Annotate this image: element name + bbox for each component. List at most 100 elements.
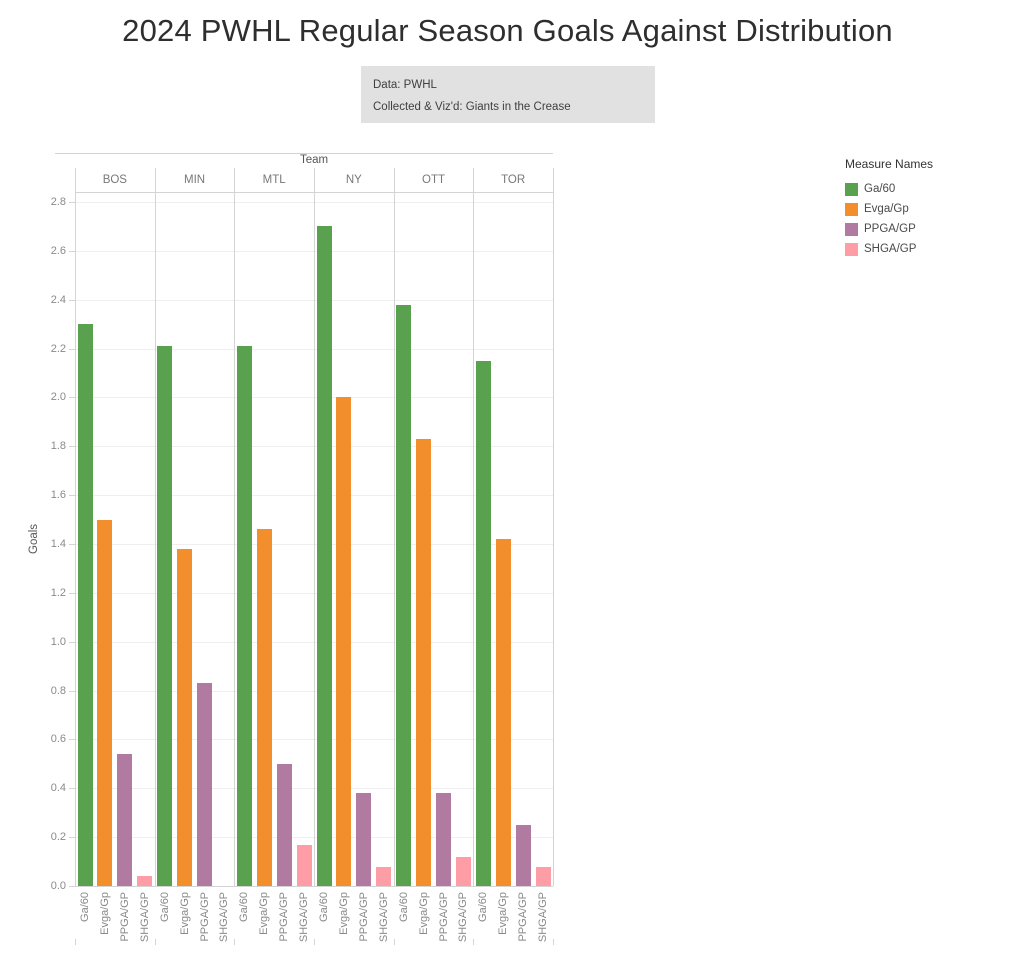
bar[interactable] (495, 539, 511, 886)
y-tick-label: 1.6 (50, 489, 66, 502)
bar[interactable] (137, 876, 153, 886)
y-tick-mark (69, 641, 75, 643)
legend-label: PPGA/GP (864, 223, 916, 235)
bar[interactable] (396, 304, 412, 886)
y-tick-label: 2.2 (50, 342, 66, 355)
bar[interactable] (256, 529, 272, 886)
panel-separator (473, 168, 475, 886)
column-header-ny[interactable]: NY (345, 174, 362, 186)
bar[interactable] (376, 866, 392, 886)
legend-label: Evga/Gp (864, 203, 909, 215)
y-tick-label: 1.2 (50, 586, 66, 599)
column-header-ott[interactable]: OTT (422, 174, 446, 186)
bar[interactable] (97, 519, 113, 886)
bar[interactable] (475, 360, 491, 886)
legend-label: SHGA/GP (864, 243, 917, 255)
column-header-min[interactable]: MIN (183, 174, 206, 186)
bar[interactable] (157, 346, 173, 886)
legend-item-shga-gp[interactable]: SHGA/GP (845, 239, 995, 259)
bar[interactable] (117, 754, 133, 886)
column-header-mtl[interactable]: MTL (262, 174, 286, 186)
x-axis-label: Ga/60 (158, 892, 171, 922)
x-axis-label: SHGA/GP (377, 892, 390, 943)
x-axis-label: PPGA/GP (517, 892, 530, 942)
x-axis-label: PPGA/GP (198, 892, 211, 942)
column-field-label: Team (299, 154, 329, 166)
x-axis-label: PPGA/GP (118, 892, 131, 942)
x-axis-label: Evga/Gp (178, 892, 191, 935)
bottom-boundary-tick (314, 939, 315, 945)
caption-credit: Collected & Viz'd: Giants in the Crease (373, 101, 571, 113)
y-tick-label: 2.6 (50, 244, 66, 257)
bar[interactable] (535, 866, 551, 886)
bar[interactable] (276, 763, 292, 886)
y-tick-mark (69, 739, 75, 741)
bar[interactable] (197, 683, 212, 886)
y-tick-mark (69, 348, 75, 350)
bottom-boundary-tick (473, 939, 475, 945)
legend: Measure Names Ga/60 Evga/Gp PPGA/GP SHGA/GP (845, 157, 995, 259)
x-axis-label: Evga/Gp (98, 892, 111, 935)
panel-separator (553, 168, 554, 886)
y-tick-mark (69, 886, 75, 887)
legend-item-ppga-gp[interactable]: PPGA/GP (845, 219, 995, 239)
panel-separator (154, 168, 156, 886)
x-axis-label: Ga/60 (238, 892, 251, 922)
x-axis-label: SHGA/GP (537, 892, 549, 943)
column-header-bos[interactable]: BOS (102, 174, 127, 186)
y-tick-mark (69, 495, 75, 497)
y-tick-mark (69, 592, 75, 594)
bar[interactable] (77, 324, 93, 886)
legend-label: Ga/60 (864, 183, 896, 195)
y-tick-label: 1.4 (50, 538, 66, 550)
legend-title: Measure Names (845, 157, 934, 171)
y-tick-label: 0.2 (50, 831, 66, 844)
bar[interactable] (177, 548, 192, 886)
x-axis-label: PPGA/GP (278, 892, 291, 942)
bottom-boundary-tick (393, 939, 395, 945)
y-tick-label: 2.4 (50, 293, 66, 306)
bottom-boundary-tick (154, 939, 156, 945)
y-axis-title: Goals (28, 523, 40, 555)
bar[interactable] (316, 226, 332, 886)
y-tick-label: 0.6 (50, 733, 66, 746)
legend-swatch (845, 182, 858, 196)
legend-item-ga-60[interactable]: Ga/60 (845, 179, 995, 199)
legend-item-evga-gp[interactable]: Evga/Gp (845, 199, 995, 219)
x-axis-label: Evga/Gp (258, 892, 271, 935)
x-axis-label: Ga/60 (79, 892, 91, 922)
y-tick-label: 2.0 (50, 391, 66, 404)
x-axis-label: SHGA/GP (457, 892, 470, 943)
legend-items: Ga/60 Evga/Gp PPGA/GP SHGA/GP (845, 179, 995, 259)
caption-data-source: Data: PWHL (373, 79, 437, 91)
x-axis-label: SHGA/GP (138, 892, 151, 943)
x-axis-label: PPGA/GP (357, 892, 370, 942)
x-axis-label: Evga/Gp (417, 892, 430, 935)
bar[interactable] (515, 824, 531, 886)
y-tick-label: 2.8 (50, 196, 66, 208)
panel-separator (75, 168, 76, 886)
x-axis-label: Ga/60 (318, 892, 330, 922)
y-tick-mark (69, 544, 75, 545)
bottom-boundary-tick (553, 939, 554, 945)
bar[interactable] (436, 793, 451, 886)
y-tick-mark (69, 250, 75, 252)
y-tick-mark (69, 299, 75, 301)
column-header-tor[interactable]: TOR (501, 174, 526, 186)
bar[interactable] (455, 856, 471, 886)
x-axis-line (75, 886, 553, 887)
x-axis-label: Ga/60 (397, 892, 410, 922)
bar[interactable] (416, 438, 431, 886)
bottom-boundary-tick (75, 939, 76, 945)
bar[interactable] (296, 844, 312, 886)
bar[interactable] (236, 346, 252, 886)
bar[interactable] (336, 397, 352, 886)
y-tick-mark (69, 397, 75, 399)
y-tick-mark (69, 788, 75, 790)
chart-title: 2024 PWHL Regular Season Goals Against D… (122, 13, 893, 48)
panel-separator (314, 168, 315, 886)
bar[interactable] (356, 793, 372, 886)
y-tick-mark (69, 202, 75, 203)
header-top-border (55, 153, 553, 154)
